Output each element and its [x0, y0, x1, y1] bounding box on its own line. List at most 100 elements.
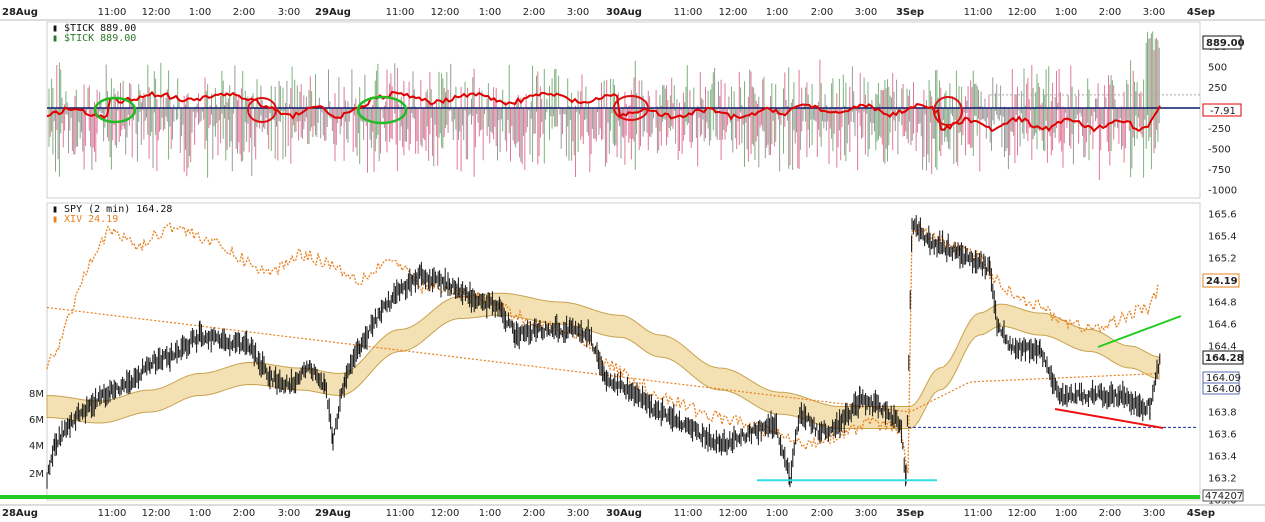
- tick-red-circle: [247, 97, 277, 123]
- tick-ma-box: [1202, 103, 1242, 117]
- price-axis-label: 165.2: [1208, 254, 1237, 265]
- price-axis-label: 165.6: [1208, 210, 1237, 221]
- price-legend-title: ▮ SPY (2 min) 164.28: [52, 204, 172, 215]
- price-axis-label: 164.8: [1208, 298, 1237, 309]
- bottom-time-axis-label: 1:00: [766, 508, 788, 519]
- tick-moving-average: [46, 90, 1161, 133]
- volume-axis-label: 2M: [29, 469, 44, 480]
- volume-value-box: [1202, 489, 1244, 502]
- price-axis-label: 164.4: [1208, 342, 1237, 353]
- bottom-time-axis-label: 11:00: [386, 508, 415, 519]
- top-time-axis-label: 3:00: [1143, 7, 1165, 18]
- bottom-time-axis-label: 29Aug: [315, 508, 351, 519]
- band-lower-value: 164.00: [1206, 384, 1241, 395]
- bottom-time-axis-label: 11:00: [674, 508, 703, 519]
- volume-axis-label: 8M: [29, 389, 44, 400]
- top-time-axis-label: 28Aug: [2, 7, 38, 18]
- top-time-axis-label: 11:00: [674, 7, 703, 18]
- top-time-axis-label: 1:00: [189, 7, 211, 18]
- bottom-time-axis-label: 3:00: [855, 508, 877, 519]
- bottom-time-axis-label: 1:00: [1055, 508, 1077, 519]
- top-time-axis-label: 11:00: [386, 7, 415, 18]
- price-axis-label: 165.4: [1208, 232, 1237, 243]
- top-time-axis-label: 2:00: [523, 7, 545, 18]
- tick-axis-label: -1000: [1208, 185, 1237, 196]
- bottom-time-axis-label: 12:00: [719, 508, 748, 519]
- bottom-time-axis-label: 12:00: [1008, 508, 1037, 519]
- volume-axis-label: 6M: [29, 415, 44, 426]
- top-time-axis-label: 12:00: [719, 7, 748, 18]
- bottom-time-axis-label: 28Aug: [2, 508, 38, 519]
- price-axis-label: 163.4: [1208, 452, 1237, 463]
- tick-ma-value: -7.91: [1210, 106, 1236, 117]
- tick-axis-label: -750: [1208, 165, 1231, 176]
- price-axis-label: 163.2: [1208, 474, 1237, 485]
- spy-current-price: 164.28: [1205, 353, 1244, 364]
- xiv-value-box: [1202, 273, 1240, 288]
- top-time-axis-label: 4Sep: [1187, 7, 1215, 18]
- spy-price-bars: [46, 215, 1161, 489]
- bottom-time-axis-label: 2:00: [1099, 508, 1121, 519]
- bottom-time-axis-label: 3:00: [278, 508, 300, 519]
- top-time-axis-label: 12:00: [1008, 7, 1037, 18]
- tick-legend-title: ▮ $TICK 889.00: [52, 23, 136, 34]
- price-panel-frame: [46, 202, 1201, 501]
- tick-green-circle: [356, 95, 408, 125]
- xiv-green-trendline: [1097, 315, 1182, 348]
- top-time-axis-label: 2:00: [233, 7, 255, 18]
- top-time-axis-label: 1:00: [1055, 7, 1077, 18]
- top-time-axis-label: 29Aug: [315, 7, 351, 18]
- bottom-time-axis-label: 11:00: [98, 508, 127, 519]
- top-time-axis-label: 3Sep: [896, 7, 924, 18]
- top-time-axis-label: 12:00: [142, 7, 171, 18]
- bottom-time-axis-label: 12:00: [431, 508, 460, 519]
- top-time-axis-label: 3:00: [855, 7, 877, 18]
- xiv-current-value: 24.19: [1206, 276, 1238, 287]
- bottom-time-axis-label: 1:00: [189, 508, 211, 519]
- bottom-time-axis-label: 3Sep: [896, 508, 924, 519]
- tick-legend-sub: ▮ $TICK 889.00: [52, 33, 136, 44]
- band-lower-box: [1202, 382, 1240, 395]
- bottom-time-axis-label: 2:00: [233, 508, 255, 519]
- bottom-time-axis-label: 2:00: [523, 508, 545, 519]
- tick-red-circle: [933, 96, 963, 126]
- bottom-time-axis-label: 12:00: [142, 508, 171, 519]
- spy-red-trendline: [1054, 408, 1164, 429]
- bottom-time-axis-label: 11:00: [964, 508, 993, 519]
- price-band: [46, 292, 1160, 429]
- tick-axis-label: -250: [1208, 124, 1231, 135]
- bottom-time-axis-label: 2:00: [811, 508, 833, 519]
- price-axis-label: 163.6: [1208, 430, 1237, 441]
- bottom-time-axis-label: 1:00: [479, 508, 501, 519]
- bottom-time-axis-label: 30Aug: [606, 508, 642, 519]
- tick-axis-label: -500: [1208, 144, 1231, 155]
- tick-axis-label: 250: [1208, 83, 1227, 94]
- price-axis-label: 164.6: [1208, 320, 1237, 331]
- price-legend-sub: ▮ XIV 24.19: [52, 214, 118, 225]
- price-axis-label: 163.8: [1208, 408, 1237, 419]
- top-time-axis-label: 11:00: [964, 7, 993, 18]
- top-time-axis-label: 3:00: [278, 7, 300, 18]
- top-time-axis-label: 2:00: [1099, 7, 1121, 18]
- bottom-time-axis-label: 3:00: [567, 508, 589, 519]
- top-time-axis-label: 1:00: [479, 7, 501, 18]
- band-upper-value: 164.09: [1206, 373, 1241, 384]
- top-time-axis-label: 3:00: [567, 7, 589, 18]
- bottom-time-axis-label: 3:00: [1143, 508, 1165, 519]
- tick-green-circle: [93, 96, 137, 124]
- top-time-axis-label: 11:00: [98, 7, 127, 18]
- tick-current-box: [1202, 35, 1242, 50]
- top-time-axis-label: 30Aug: [606, 7, 642, 18]
- top-time-axis-label: 1:00: [766, 7, 788, 18]
- tick-current-value: 889.00: [1206, 38, 1245, 49]
- tick-panel-frame: [46, 21, 1201, 199]
- spy-price-box: [1202, 350, 1244, 365]
- tick-red-circle: [613, 95, 649, 121]
- volume-axis-label: 4M: [29, 441, 44, 452]
- volume-value: 474207: [1205, 491, 1243, 502]
- tick-axis-label: 500: [1208, 63, 1227, 74]
- bottom-time-axis-label: 4Sep: [1187, 508, 1215, 519]
- top-time-axis-label: 2:00: [811, 7, 833, 18]
